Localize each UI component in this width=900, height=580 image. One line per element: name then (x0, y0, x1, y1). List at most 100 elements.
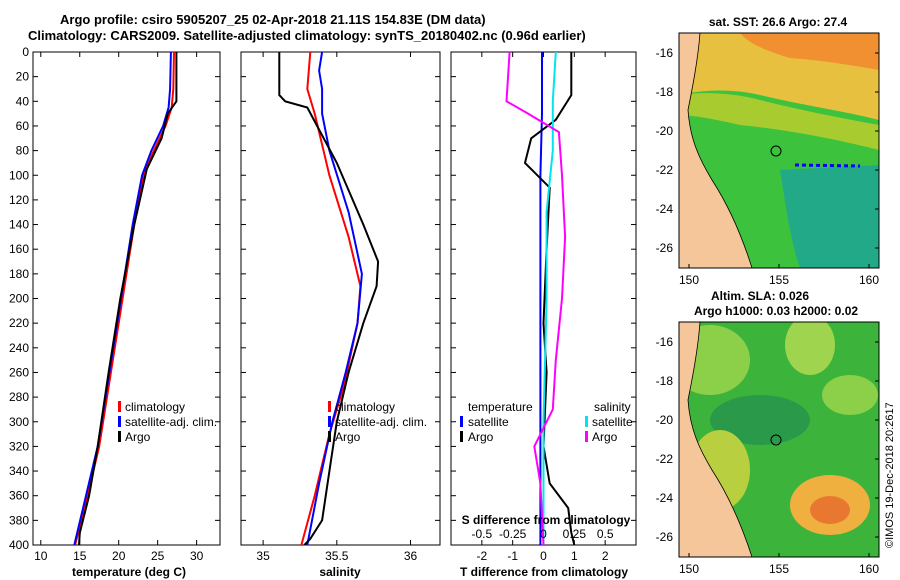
salinity-diff-tick-label: -0.5 (471, 527, 492, 541)
depth-tick-label: 400 (9, 538, 29, 552)
lon-tick-label: 160 (859, 562, 879, 576)
x-tick-label: 35.5 (325, 549, 349, 563)
difference-legend-salinity: salinity satellite Argo (585, 400, 633, 444)
temperature-legend: climatology satellite-adj. clim. Argo (118, 400, 217, 444)
depth-tick-label: 180 (9, 267, 29, 281)
depth-tick-label: 280 (9, 390, 29, 404)
legend-swatch-satellite (118, 416, 121, 427)
lon-tick-label: 155 (769, 273, 789, 287)
legend-swatch-temp-argo (460, 431, 463, 442)
legend-swatch-sal-satellite (585, 416, 588, 427)
figure-title-line1: Argo profile: csiro 5905207_25 02-Apr-20… (60, 12, 486, 27)
salinity-diff-tick-label: 0 (540, 527, 547, 541)
legend-swatch-argo (328, 431, 331, 442)
lat-tick-label: -16 (656, 335, 674, 349)
sla-warm-core (810, 496, 850, 524)
sla-map-panel: Altim. SLA: 0.026 Argo h1000: 0.03 h2000… (656, 289, 880, 576)
x-tick-label: 36 (404, 549, 418, 563)
legend-label-argo: Argo (125, 430, 151, 444)
depth-tick-label: 100 (9, 168, 29, 182)
depth-tick-label: 240 (9, 341, 29, 355)
imos-credit: ©IMOS 19-Dec-2018 20:2617 (884, 402, 896, 548)
depth-tick-label: 20 (16, 70, 30, 84)
series-line-temperature-satellite (539, 52, 543, 545)
difference-series (505, 52, 576, 545)
salinity-diff-tick-label: 0.5 (597, 527, 614, 541)
x-tick-label: 2 (602, 549, 609, 563)
legend-swatch-sal-argo (585, 431, 588, 442)
series-line-salinity-argo (505, 52, 567, 545)
sst-map-field (679, 33, 879, 268)
sla-low-center (710, 395, 810, 445)
depth-tick-label: 340 (9, 464, 29, 478)
legend-label-climatology: climatology (335, 400, 395, 414)
depth-tick-label: 80 (16, 144, 30, 158)
difference-legend-temperature: temperature satellite Argo (460, 400, 533, 444)
series-line-satellite-adj-clim- (306, 52, 363, 545)
lat-tick-label: -24 (656, 202, 674, 216)
x-tick-label: 25 (151, 549, 165, 563)
legend-swatch-climatology (328, 401, 331, 412)
depth-tick-label: 60 (16, 119, 30, 133)
salinity-diff-axis-label: S difference from climatology (462, 513, 631, 527)
sst-map-lon-ticks: 150 155 160 (679, 264, 879, 287)
argo-position-marker (770, 145, 782, 157)
depth-tick-label: 120 (9, 193, 29, 207)
x-tick-label: -2 (476, 549, 487, 563)
sst-hot-zone (740, 33, 879, 70)
lat-tick-label: -22 (656, 452, 674, 466)
sst-map-lat-ticks: -16 -18 -20 -22 -24 -26 (656, 46, 879, 255)
series-line-salinity-satellite (542, 52, 557, 545)
depth-tick-label: 200 (9, 292, 29, 306)
sst-map-title: sat. SST: 26.6 Argo: 27.4 (709, 15, 848, 29)
salinity-x-ticks: 35 35.5 36 (256, 52, 418, 563)
legend-label-satellite: satellite-adj. clim. (335, 415, 427, 429)
salinity-legend: climatology satellite-adj. clim. Argo (328, 400, 427, 444)
lon-tick-label: 160 (859, 273, 879, 287)
depth-tick-label: 40 (16, 94, 30, 108)
series-line-climatology (74, 52, 175, 545)
salinity-diff-tick-label: -0.25 (499, 527, 527, 541)
x-tick-label: 0 (540, 549, 547, 563)
lat-tick-label: -24 (656, 491, 674, 505)
x-tick-label: 30 (190, 549, 204, 563)
series-line-argo (278, 52, 380, 545)
depth-tick-label: 320 (9, 439, 29, 453)
difference-panel: -2 -1 0 1 2 temperature satellite Argo salin… (450, 51, 637, 579)
salinity-series (278, 52, 380, 545)
lat-tick-label: -18 (656, 85, 674, 99)
legend-label-temp-argo: Argo (468, 430, 494, 444)
sla-map-title-line1: Altim. SLA: 0.026 (711, 289, 809, 303)
temperature-x-ticks: 10 15 20 25 30 (34, 52, 204, 563)
temperature-series (73, 52, 178, 545)
x-tick-label: -1 (507, 549, 518, 563)
legend-label-sal-satellite: satellite (592, 415, 633, 429)
legend-title-salinity: salinity (594, 400, 631, 414)
lon-tick-label: 150 (679, 562, 699, 576)
sla-high-east (822, 375, 878, 415)
figure-title-line2: Climatology: CARS2009. Satellite-adjuste… (28, 28, 586, 43)
depth-tick-label: 160 (9, 242, 29, 256)
lon-tick-label: 155 (769, 562, 789, 576)
series-line-argo (78, 52, 178, 545)
temperature-x-label: temperature (deg C) (72, 565, 186, 579)
salinity-diff-tick-label: 0.25 (563, 527, 587, 541)
salinity-axes-frame (240, 51, 441, 546)
lat-tick-label: -22 (656, 163, 674, 177)
salinity-diff-tick-labels: -0.5 -0.25 0 0.25 0.5 (471, 527, 613, 541)
sst-cold-streak (794, 163, 861, 168)
sst-map-panel: sat. SST: 26.6 Argo: 27.4 -16 -18 -20 -22 -2… (656, 15, 880, 287)
sla-map-title-line2: Argo h1000: 0.03 h2000: 0.02 (694, 304, 858, 318)
legend-swatch-satellite (328, 416, 331, 427)
legend-swatch-climatology (118, 401, 121, 412)
sla-map-lat-ticks: -16 -18 -20 -22 -24 -26 (656, 335, 879, 544)
depth-tick-label: 0 (22, 45, 29, 59)
difference-depth-ticks (451, 51, 636, 546)
difference-x-label: T difference from climatology (460, 565, 628, 579)
legend-label-temp-satellite: satellite (468, 415, 509, 429)
salinity-x-label: salinity (319, 565, 361, 579)
salinity-depth-ticks (241, 51, 440, 546)
lat-tick-label: -26 (656, 530, 674, 544)
